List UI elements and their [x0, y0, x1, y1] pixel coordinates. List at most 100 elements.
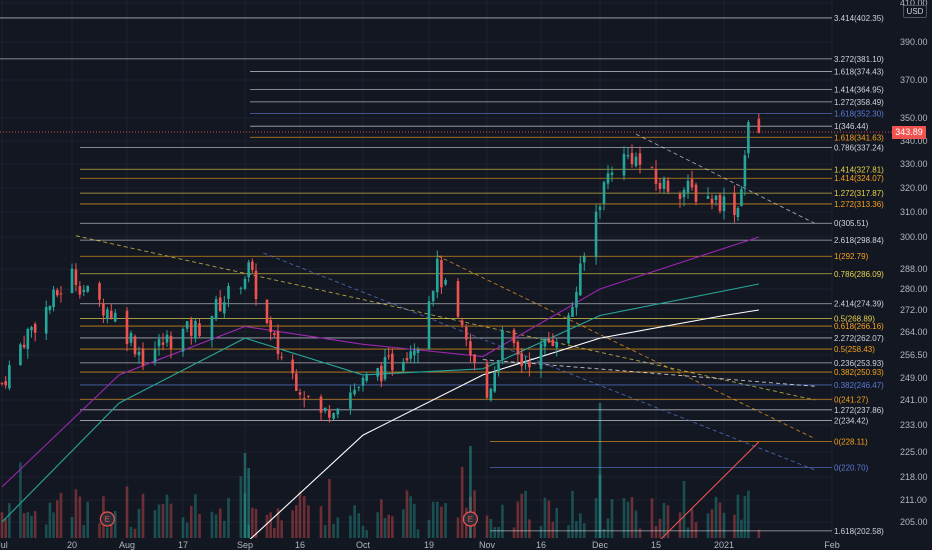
volume-bar	[298, 491, 302, 538]
candle-body	[189, 319, 193, 336]
volume-bar	[113, 510, 117, 538]
candle-body	[227, 285, 230, 299]
candle-body	[137, 351, 141, 356]
volume-bar	[153, 510, 157, 538]
volume-bar	[302, 496, 306, 538]
volume-bar	[598, 403, 602, 538]
x-tick-label: 20	[67, 540, 77, 550]
x-tick-label: Dec	[592, 540, 609, 550]
volume-bar	[82, 524, 86, 538]
volume-bar	[678, 512, 682, 538]
volume-bar	[431, 501, 435, 538]
candle-body	[332, 413, 335, 419]
candle-body	[198, 323, 201, 337]
candle-body	[539, 343, 543, 370]
fib-level-label: 1.414(324.07)	[834, 174, 884, 183]
volume-bar	[361, 525, 365, 538]
volume-bar	[223, 520, 226, 538]
y-tick-label: 264.00	[900, 327, 928, 337]
fib-level-label: 1.414(364.95)	[834, 86, 884, 95]
y-tick-label: 288.00	[900, 264, 928, 274]
earnings-marker[interactable]: E	[462, 511, 479, 527]
volume-bar	[456, 517, 460, 538]
earnings-marker[interactable]: E	[99, 511, 115, 527]
candle-body	[654, 168, 658, 184]
trendlines	[75, 133, 815, 471]
candle-body	[349, 392, 352, 409]
volume-bar	[740, 519, 743, 538]
current-price-badge: 343.89	[892, 125, 926, 139]
candle-body	[682, 189, 686, 198]
volume-bar	[19, 462, 22, 538]
fib-level-label: 1.272(313.36)	[834, 200, 884, 209]
volume-bar	[70, 517, 74, 538]
volume-bar	[757, 529, 761, 538]
volume-bar	[52, 512, 55, 538]
fib-level-label: 1.414(327.81)	[834, 165, 884, 174]
candle-body	[181, 328, 185, 352]
candle-body	[512, 329, 516, 344]
volume-bar	[137, 508, 141, 538]
candle-body	[30, 327, 33, 331]
candle-body	[489, 388, 493, 401]
candle-body	[218, 297, 222, 312]
volume-bar	[44, 524, 48, 538]
candle-body	[579, 263, 582, 296]
y-tick-label: 330.00	[900, 159, 928, 169]
y-axis-band	[895, 0, 932, 550]
candle-body	[74, 269, 78, 286]
volume-bar	[501, 504, 504, 538]
candle-body	[307, 395, 310, 397]
fib-level-label: 3.272(381.10)	[834, 55, 884, 64]
volume-bar	[516, 501, 520, 538]
fib-levels: 3.414(402.35) 3.272(381.10) 1.618(374.43) 1…	[0, 14, 884, 536]
candle-body	[387, 355, 390, 357]
candle-body	[295, 373, 298, 391]
candle-body	[747, 122, 750, 154]
y-tick-label: 272.00	[900, 305, 928, 315]
candle-body	[86, 285, 90, 292]
candle-body	[435, 258, 439, 293]
candle-body	[8, 365, 11, 389]
candle-body	[686, 180, 690, 193]
volume-bar	[165, 494, 169, 538]
candle-body	[291, 359, 294, 374]
volume-bar	[579, 513, 582, 538]
y-tick-label: 320.00	[900, 183, 928, 193]
candle-body	[694, 184, 698, 202]
y-tick-label: 300.00	[900, 232, 928, 242]
volume-bar	[125, 486, 129, 538]
y-tick-label: 340.00	[900, 136, 928, 146]
trendline	[635, 133, 815, 224]
candle-body	[19, 344, 22, 366]
volume-bar	[59, 492, 63, 538]
y-tick-label: 218.00	[900, 472, 928, 482]
volume-bar	[30, 515, 33, 538]
candle-body	[524, 362, 527, 364]
candle-body	[125, 310, 129, 344]
volume-bar	[4, 518, 7, 538]
earnings-icon	[462, 511, 479, 527]
candle-body	[706, 196, 710, 199]
candle-body	[298, 392, 302, 395]
volume-bar	[98, 523, 101, 538]
candle-body	[169, 335, 173, 349]
candle-body	[722, 196, 726, 212]
fib-level-label: 0.5(258.43)	[834, 345, 875, 354]
volume-bar	[198, 513, 201, 538]
volume-bar	[383, 517, 387, 538]
currency-label[interactable]: USD	[903, 5, 927, 18]
candle-body	[391, 353, 394, 371]
volume-bar	[733, 514, 736, 538]
volume-bar	[380, 499, 383, 538]
candle-body	[78, 286, 82, 295]
volume-bar	[551, 521, 555, 538]
candle-body	[161, 342, 165, 345]
candle-body	[413, 350, 416, 356]
volume-bar	[710, 509, 714, 538]
fib-level-label: 1.618(341.63)	[834, 133, 884, 142]
volume-bar	[26, 512, 30, 538]
